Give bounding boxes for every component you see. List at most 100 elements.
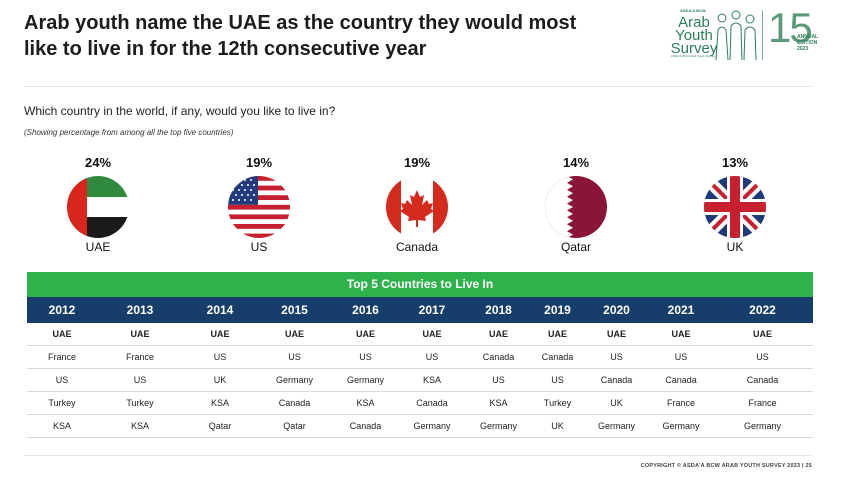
country-percentage: 14% <box>562 155 590 170</box>
country-percentage: 19% <box>403 155 431 170</box>
table-cell: Germany <box>743 421 781 431</box>
table-cell: US <box>492 375 505 385</box>
table-cell: KSA <box>130 421 149 431</box>
table-cell: Canada <box>349 421 382 431</box>
year-header: 2016 <box>352 303 379 317</box>
table-cell: KSA <box>210 398 229 408</box>
table-row: UAE UAE UAE UAE UAE UAE UAE UAE UAE UAE … <box>27 323 813 346</box>
us-flag-icon <box>228 176 290 238</box>
table-cell: KSA <box>422 375 441 385</box>
table-cell: UAE <box>52 329 72 339</box>
country-canada: 19% Canada <box>362 154 472 254</box>
table-cell: Canada <box>600 375 633 385</box>
logo-line1: Arab <box>678 14 710 31</box>
header-divider <box>24 86 812 87</box>
logo-wordmark: Arab Youth Survey <box>662 10 726 57</box>
table-cell: US <box>288 352 301 362</box>
table-row: KSA KSA Qatar Qatar Canada Germany Germa… <box>27 415 813 438</box>
year-header: 2012 <box>48 303 76 317</box>
top-countries-table: UAE UAE UAE UAE UAE UAE UAE UAE UAE UAE … <box>27 323 813 438</box>
table-cell: KSA <box>52 421 71 431</box>
table-cell: Canada <box>541 352 574 362</box>
people-illustration-icon <box>715 10 757 61</box>
year-header: 2021 <box>667 303 695 317</box>
country-percentage: 24% <box>84 155 112 170</box>
table-cell: US <box>756 352 769 362</box>
uk-flag-icon <box>704 176 766 238</box>
table-cell: UAE <box>284 329 304 339</box>
logo-line2: Youth <box>675 27 713 44</box>
year-header: 2022 <box>749 303 776 317</box>
table-cell: KSA <box>489 398 508 408</box>
table-cell: Qatar <box>283 421 306 431</box>
table-cell: UAE <box>606 329 626 339</box>
country-percentage: 19% <box>245 155 273 170</box>
logo-divider <box>762 10 763 60</box>
table-cell: UAE <box>422 329 442 339</box>
table-cell: Canada <box>746 375 779 385</box>
country-qatar: 14% Qatar <box>521 154 631 254</box>
year-header: 2014 <box>206 303 234 317</box>
table-cell: Canada <box>416 398 448 408</box>
table-cell: US <box>213 352 227 362</box>
table-cell: France <box>748 398 777 408</box>
table-cell: UAE <box>547 329 567 339</box>
table-cell: US <box>551 375 564 385</box>
table-cell: UAE <box>130 329 150 339</box>
country-uae: 24% UAE <box>43 154 153 254</box>
logo-edition-line2: EDITION <box>797 40 818 46</box>
country-name: Canada <box>395 240 439 254</box>
country-name: US <box>250 240 268 254</box>
table-cell: Germany <box>346 375 384 385</box>
country-percentage: 13% <box>721 155 749 170</box>
logo-brand-small: ASDA'A BCW <box>680 8 706 13</box>
table-cell: Canada <box>665 375 697 385</box>
survey-question: Which country in the world, if any, woul… <box>24 104 336 118</box>
table-cell: Turkey <box>48 398 76 408</box>
arab-youth-survey-logo: ASDA'A BCW Arab Youth Survey ASDA'A BCW … <box>652 4 822 66</box>
table-cell: France <box>125 352 154 362</box>
country-name: UK <box>726 240 744 254</box>
table-cell: US <box>55 375 69 385</box>
page-title: Arab youth name the UAE as the country t… <box>24 12 577 60</box>
country-name: UAE <box>85 240 111 254</box>
table-cell: Turkey <box>543 398 572 408</box>
table-cell: Qatar <box>208 421 232 431</box>
country-uk: 13% UK <box>680 154 790 254</box>
survey-subnote: (Showing percentage from among all the t… <box>24 128 234 137</box>
table-cell: Germany <box>275 375 313 385</box>
table-cell: France <box>666 398 695 408</box>
table-row: Turkey Turkey KSA Canada KSA Canada KSA … <box>27 392 813 415</box>
table-cell: UAE <box>210 329 230 339</box>
qatar-flag-icon <box>545 176 607 238</box>
table-cell: UK <box>213 375 227 385</box>
logo-line3: Survey <box>670 40 718 57</box>
year-header: 2020 <box>603 303 630 317</box>
table-row: US US UK Germany Germany KSA US US Canad… <box>27 369 813 392</box>
canada-flag-icon <box>386 176 448 238</box>
table-cell: US <box>610 352 623 362</box>
country-us: 19% US <box>204 154 314 254</box>
table-cell: KSA <box>356 398 375 408</box>
logo-edition-line3: 2023 <box>797 46 809 52</box>
table-cell: UAE <box>488 329 508 339</box>
year-header: 2013 <box>126 303 154 317</box>
logo-edition-line1: ANNUAL <box>797 34 819 40</box>
table-cell: Turkey <box>126 398 154 408</box>
table-cell: UAE <box>355 329 375 339</box>
table-title-banner: Top 5 Countries to Live In <box>27 272 813 297</box>
footer-divider <box>24 455 812 456</box>
table-cell: Germany <box>597 421 635 431</box>
logo-15th: 15 <box>768 4 813 51</box>
table-cell: Germany <box>413 421 451 431</box>
table-cell: France <box>47 352 76 362</box>
uae-flag-icon <box>67 176 129 238</box>
table-cell: US <box>674 352 688 362</box>
year-header: 2018 <box>485 303 512 317</box>
table-cell: Germany <box>662 421 700 431</box>
table-cell: US <box>133 375 147 385</box>
table-year-header: 2012 2013 2014 2015 2016 2017 2018 2019 … <box>27 297 813 323</box>
logo-edition: ANNUAL EDITION 2023 <box>797 34 818 52</box>
table-cell: Germany <box>479 421 517 431</box>
table-cell: Canada <box>278 398 311 408</box>
